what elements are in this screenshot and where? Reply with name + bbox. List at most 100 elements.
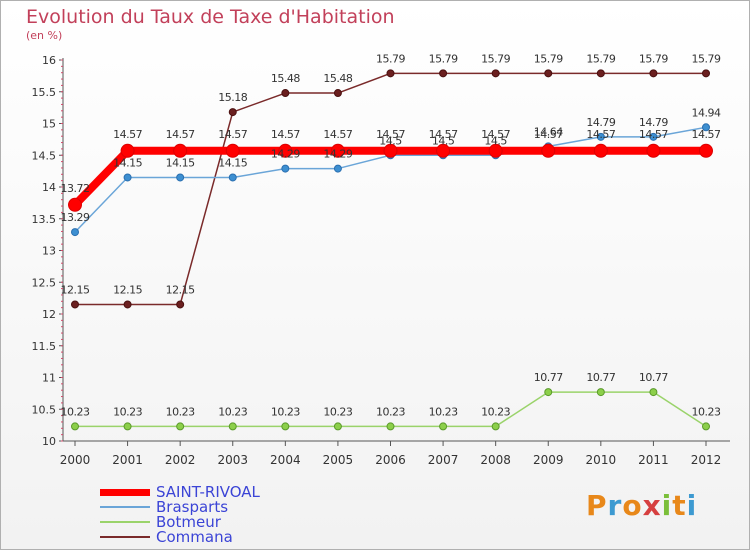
data-label: 14.57 [481,128,510,141]
data-label: 15.48 [323,72,352,85]
data-label: 10.77 [586,371,615,384]
x-tick-label: 2001 [112,453,143,467]
data-point [225,143,240,158]
data-point [68,197,82,212]
data-point [702,123,710,132]
data-label: 15.79 [534,52,563,65]
x-tick-label: 2007 [428,453,459,467]
data-point [278,143,293,158]
data-label: 10.77 [534,371,563,384]
data-point [383,143,398,158]
data-label: 15.18 [218,91,247,104]
data-label: 14.57 [692,128,721,141]
data-point [491,69,500,78]
data-label: 15.79 [639,52,668,65]
data-label: 14.57 [113,128,142,141]
logo-letter: r [607,489,623,522]
data-label: 14.94 [692,106,721,119]
data-point [702,422,710,431]
x-tick-label: 2010 [586,453,617,467]
data-label: 15.48 [271,72,300,85]
data-label: 14.57 [429,128,458,141]
legend-label: Botmeur [156,513,221,531]
y-tick-label: 14 [42,181,56,194]
data-label: 15.79 [376,52,405,65]
y-tick-label: 10.5 [32,403,57,416]
data-label: 13.29 [61,211,90,224]
legend-swatch [100,506,150,508]
data-point [330,143,345,158]
data-point [699,143,713,158]
legend-swatch [100,521,150,523]
data-point [488,143,503,158]
data-label: 14.5 [379,134,402,147]
series-line-commana [74,72,707,306]
data-label: 10.23 [692,405,721,418]
data-label: 10.23 [429,405,458,418]
data-point [228,422,237,431]
data-point [228,108,237,117]
data-label: 10.23 [61,405,90,418]
data-label: 14.15 [113,156,142,169]
y-tick-label: 11.5 [32,340,57,353]
data-label: 10.23 [271,405,300,418]
data-point [176,300,185,309]
data-point [333,164,342,173]
x-tick-label: 2008 [480,453,511,467]
data-point [491,422,500,431]
data-point [544,388,553,397]
data-label: 14.79 [586,116,615,129]
chart-title: Evolution du Taux de Taxe d'Habitation [26,6,395,28]
data-point [702,69,710,78]
data-label: 14.57 [271,128,300,141]
data-point [71,422,79,431]
data-point [123,173,132,182]
x-tick-label: 2000 [60,453,91,467]
data-label: 12.15 [166,283,195,296]
y-tick-label: 15 [42,118,56,131]
data-point [646,143,661,158]
data-point [439,69,448,78]
data-point [120,143,135,158]
data-label: 10.23 [218,405,247,418]
y-tick-label: 13 [42,245,56,258]
data-label: 14.57 [323,128,352,141]
y-tick-label: 15.5 [32,86,57,99]
data-label: 14.57 [534,128,563,141]
data-point [386,422,395,431]
data-point [436,143,451,158]
data-point [176,173,185,182]
data-label: 12.15 [61,283,90,296]
data-point [281,164,290,173]
x-tick-label: 2006 [375,453,406,467]
data-label: 14.29 [271,148,300,161]
data-label: 15.79 [586,52,615,65]
logo-letter: i [686,489,698,522]
data-label: 14.57 [586,128,615,141]
data-label: 14.29 [323,148,352,161]
data-point [228,173,237,182]
y-tick-label: 14.5 [32,149,57,162]
data-label: 13.72 [61,182,90,195]
logo-letter: P [586,489,608,522]
data-label: 14.5 [484,134,507,147]
data-point [593,143,608,158]
legend-label: Brasparts [156,498,229,516]
x-tick-label: 2011 [638,453,669,467]
data-label: 10.23 [166,405,195,418]
x-tick-label: 2002 [165,453,196,467]
data-label: 10.23 [376,405,405,418]
data-point [333,89,342,98]
data-point [439,422,448,431]
data-point [173,143,188,158]
legend-swatch [100,489,150,496]
data-label: 15.79 [481,52,510,65]
data-label: 14.64 [534,125,563,138]
data-label: 14.79 [639,116,668,129]
data-point [596,132,605,141]
data-point [541,143,556,158]
data-label: 14.57 [376,128,405,141]
data-label: 10.77 [639,371,668,384]
data-point [123,422,132,431]
y-tick-label: 13.5 [32,213,57,226]
